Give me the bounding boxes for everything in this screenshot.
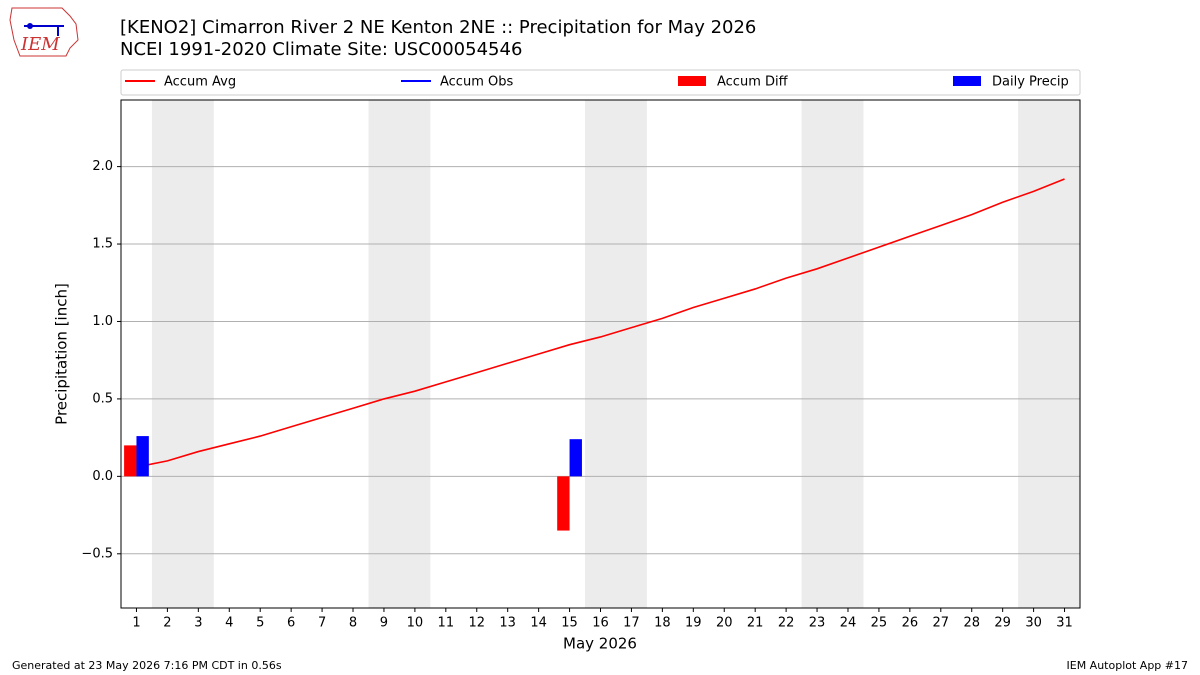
x-tick-label: 9 [380, 616, 388, 631]
legend-label: Accum Avg [164, 75, 236, 90]
x-tick-label: 27 [933, 616, 950, 631]
weekend-shade [585, 100, 647, 608]
weekend-shade [801, 100, 864, 608]
x-tick-label: 17 [623, 616, 640, 631]
bar [136, 436, 149, 477]
footer-right: IEM Autoplot App #17 [1067, 659, 1189, 672]
y-tick-label: 1.0 [92, 314, 113, 329]
legend-label: Accum Obs [440, 75, 513, 90]
x-tick-label: 15 [561, 616, 578, 631]
x-tick-label: 6 [287, 616, 295, 631]
x-tick-label: 2 [163, 616, 171, 631]
y-tick-label: 0.5 [92, 391, 113, 406]
bar [569, 439, 582, 477]
chart-title: [KENO2] Cimarron River 2 NE Kenton 2NE :… [120, 17, 756, 38]
weekend-shade [1018, 100, 1080, 608]
x-tick-label: 26 [902, 616, 919, 631]
x-tick-label: 20 [716, 616, 733, 631]
x-tick-label: 22 [778, 616, 795, 631]
x-tick-label: 12 [468, 616, 485, 631]
legend-label: Accum Diff [717, 75, 789, 90]
y-tick-label: 2.0 [92, 159, 113, 174]
legend-label: Daily Precip [992, 75, 1069, 90]
x-axis-label: May 2026 [563, 635, 637, 653]
logo-text: IEM [20, 34, 60, 55]
bar [557, 476, 570, 531]
chart-subtitle: NCEI 1991-2020 Climate Site: USC00054546 [120, 39, 522, 60]
weekend-shade [368, 100, 431, 608]
x-tick-label: 28 [963, 616, 980, 631]
x-tick-label: 3 [194, 616, 202, 631]
x-tick-label: 1 [132, 616, 140, 631]
x-tick-label: 21 [747, 616, 764, 631]
x-tick-label: 31 [1056, 616, 1073, 631]
y-tick-label: −0.5 [81, 546, 113, 561]
x-tick-label: 10 [407, 616, 424, 631]
x-tick-label: 25 [871, 616, 888, 631]
x-tick-label: 24 [840, 616, 857, 631]
x-tick-label: 29 [994, 616, 1011, 631]
y-axis-label: Precipitation [inch] [53, 283, 71, 425]
x-tick-label: 13 [499, 616, 516, 631]
x-tick-label: 23 [809, 616, 826, 631]
line-series [136, 178, 1065, 468]
x-tick-label: 18 [654, 616, 671, 631]
x-tick-label: 7 [318, 616, 326, 631]
x-tick-label: 16 [592, 616, 609, 631]
x-tick-label: 4 [225, 616, 233, 631]
bar [124, 445, 137, 477]
legend-swatch [678, 76, 706, 86]
x-tick-label: 8 [349, 616, 357, 631]
x-tick-label: 11 [438, 616, 455, 631]
x-tick-label: 30 [1025, 616, 1042, 631]
x-tick-label: 19 [685, 616, 702, 631]
y-tick-label: 0.0 [92, 469, 113, 484]
x-tick-label: 5 [256, 616, 264, 631]
y-tick-label: 1.5 [92, 237, 113, 252]
footer-left: Generated at 23 May 2026 7:16 PM CDT in … [12, 659, 282, 672]
weekend-shade [151, 100, 214, 608]
legend-box [120, 69, 1081, 96]
plot-frame [120, 99, 1081, 609]
x-tick-label: 14 [530, 616, 547, 631]
logo: IEM [9, 7, 79, 57]
legend-swatch [953, 76, 981, 86]
